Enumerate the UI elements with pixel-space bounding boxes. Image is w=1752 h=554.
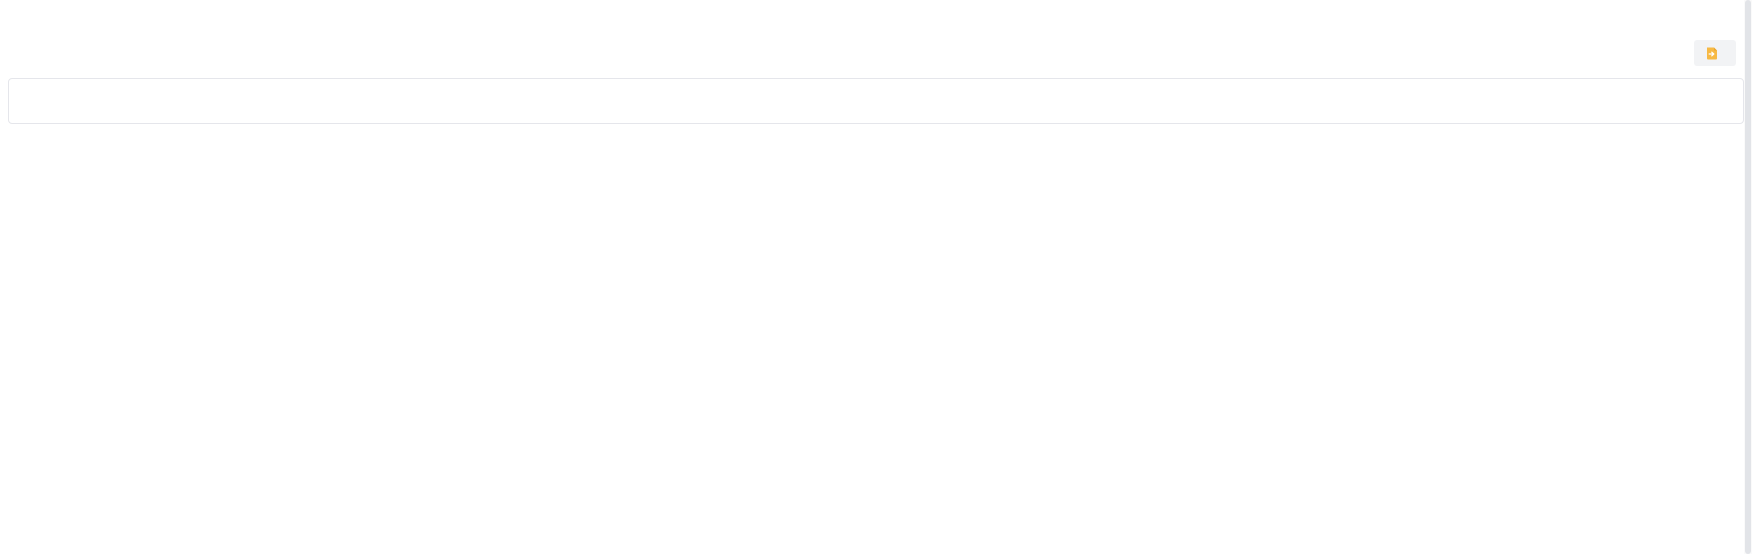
report-title (8, 0, 1744, 19)
export-button[interactable] (1694, 40, 1736, 66)
overview-stats-card (8, 78, 1744, 124)
scrollbar-thumb[interactable] (1745, 0, 1751, 554)
export-icon (1705, 46, 1719, 60)
trend-chart-area (8, 159, 1744, 475)
trend-line-chart[interactable] (8, 159, 1730, 475)
overview-header-row (8, 40, 1744, 66)
page-scrollbar[interactable] (1744, 0, 1752, 554)
